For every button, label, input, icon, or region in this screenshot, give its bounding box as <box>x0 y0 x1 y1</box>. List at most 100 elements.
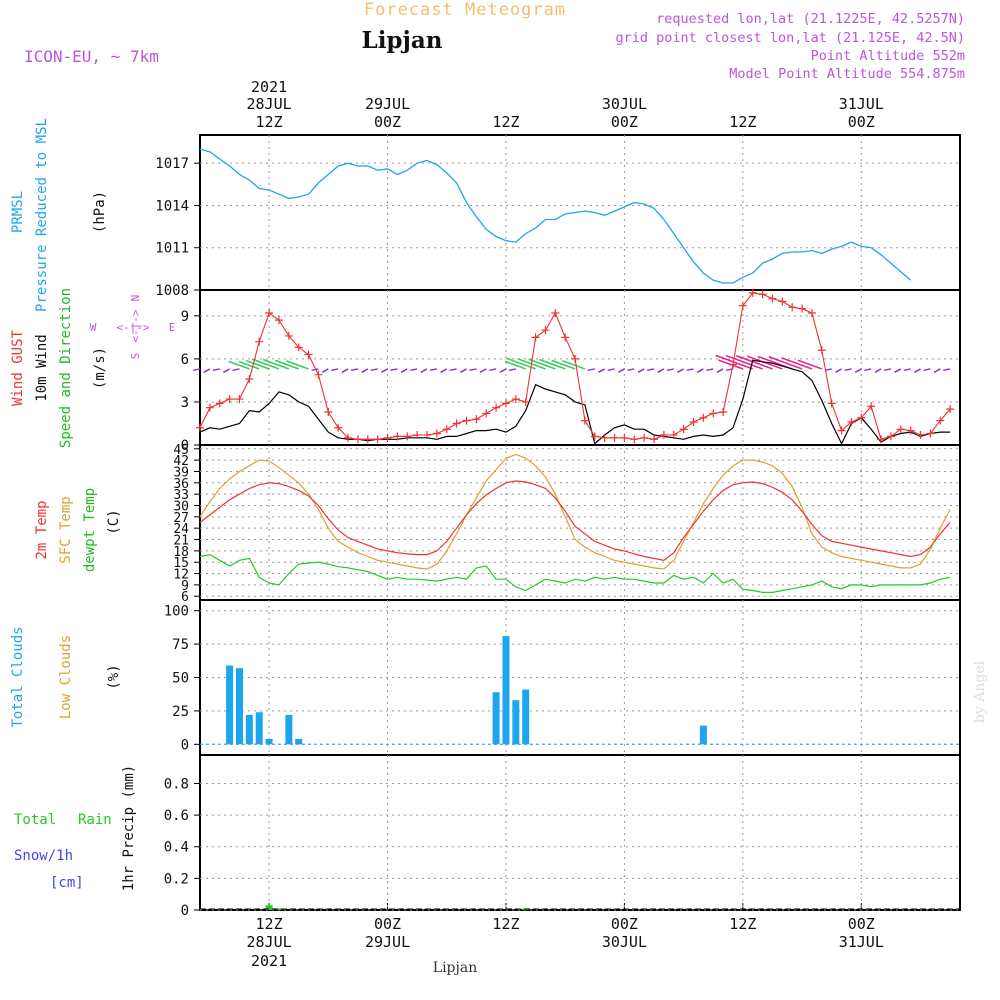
wind-units: (m/s) <box>92 347 108 389</box>
gust-marker <box>521 397 530 406</box>
bottom-tick-hour: 12Z <box>256 915 283 933</box>
wind-series <box>196 288 955 445</box>
wind-direction-arrow <box>933 368 941 373</box>
bottom-tick-date: 31JUL <box>839 933 884 951</box>
gust-marker <box>610 433 619 442</box>
wind-direction-arrow <box>429 368 438 372</box>
gust-marker <box>245 374 254 383</box>
bottom-tick-date: 28JUL <box>247 933 292 951</box>
wind-direction-arrow <box>390 368 398 372</box>
wind-direction-arrow <box>706 368 714 372</box>
wind-direction-arrow <box>539 358 566 370</box>
temp-dewpt-label: dewpt Temp <box>82 488 98 572</box>
dewpt-temp-line <box>199 553 951 594</box>
wind-direction-arrow <box>228 360 250 370</box>
gust-marker <box>393 432 402 441</box>
wind-direction-arrow <box>627 368 635 372</box>
gust-marker <box>728 360 737 369</box>
wind-direction-arrow <box>736 355 773 370</box>
pressure-label-prmsl: PRMSL <box>10 191 26 233</box>
wind-direction-arrow <box>835 368 842 373</box>
gust-marker <box>511 395 520 404</box>
wind-direction-arrow <box>361 368 369 373</box>
wind-direction-arrow <box>874 368 882 373</box>
y-tick-label: 24 <box>173 522 189 537</box>
y-tick-label: 9 <box>181 579 189 594</box>
wind-direction-arrow <box>715 354 753 370</box>
temp-2m-label: 2m Temp <box>34 500 50 559</box>
wind-direction-arrow <box>331 368 339 372</box>
wind-direction-arrow <box>262 358 290 370</box>
precip-units: 1hr Precip (mm) <box>121 765 137 891</box>
gust-marker <box>501 399 510 408</box>
gust-marker <box>314 370 323 379</box>
gust-marker <box>304 350 313 359</box>
gust-marker <box>423 430 432 439</box>
precip-y-ticks: 0 0.2 0.4 0.6 0.8 <box>164 776 200 919</box>
gust-marker <box>344 433 353 442</box>
clouds-grid <box>200 600 960 755</box>
wind-direction-arrow <box>321 368 329 373</box>
gust-marker <box>807 308 816 317</box>
gust-marker <box>620 433 629 442</box>
compass-east: E <box>169 321 176 334</box>
compass-rose: W E <-|-> <-|-> N S <box>90 295 176 360</box>
wind-direction-arrow <box>894 368 902 373</box>
gust-marker <box>699 413 708 422</box>
y-tick-label: 33 <box>173 488 189 503</box>
temperature-frame <box>199 444 961 601</box>
wind-direction-arrow <box>274 359 299 370</box>
gust-marker <box>334 423 343 432</box>
wind-direction-arrow <box>617 368 625 373</box>
wind-direction-arrow <box>238 360 260 370</box>
clouds-total-label: Total Clouds <box>10 626 26 727</box>
gust-marker <box>926 429 935 438</box>
wind-direction-arrow <box>489 368 497 372</box>
2m-temp-line <box>199 480 951 561</box>
total-cloud-bar <box>245 714 253 745</box>
wind-direction-arrow <box>677 368 684 373</box>
compass-we-arrow: <-|-> <box>116 321 149 334</box>
gust-marker <box>650 435 659 444</box>
temperature-grid <box>200 445 960 600</box>
y-tick-label: 0 <box>181 438 189 454</box>
gust-marker <box>817 346 826 355</box>
precip-grid <box>200 755 960 911</box>
gust-marker <box>827 399 836 408</box>
gust-marker <box>274 316 283 325</box>
wind-direction-arrow <box>251 358 280 370</box>
compass-south: S <box>129 353 142 360</box>
gust-marker <box>324 407 333 416</box>
compass-west: W <box>90 321 97 334</box>
total-cloud-bar <box>265 738 273 745</box>
total-cloud-bar <box>522 689 530 745</box>
top-tick-hour: 00Z <box>611 113 638 131</box>
y-tick-label: 6 <box>181 590 189 605</box>
precip-snow-label: Snow/1h <box>14 848 73 864</box>
wind-direction-arrow <box>400 368 408 373</box>
gridpoint-coords: grid point closest lon,lat (21.125E, 42.… <box>616 30 966 46</box>
gust-marker <box>413 430 422 439</box>
temp-units: (C) <box>106 509 122 534</box>
wind-direction-arrow <box>854 368 862 373</box>
total-cloud-bar <box>512 700 520 745</box>
y-tick-label: 1017 <box>155 156 189 172</box>
bottom-tick-hour: 12Z <box>729 915 756 933</box>
gust-marker <box>531 333 540 342</box>
gust-marker <box>284 331 293 340</box>
model-altitude: Model Point Altitude 554.875m <box>729 66 965 82</box>
gust-marker <box>235 395 244 404</box>
gust-marker <box>906 426 915 435</box>
pressure-panel: 1008 1011 1014 1017 PRMSL Pressure Reduced … <box>10 118 961 312</box>
gust-marker <box>373 435 382 444</box>
total-cloud-bar <box>226 665 234 745</box>
wind-direction-arrow <box>341 368 349 373</box>
y-tick-label: 21 <box>173 534 189 549</box>
gust-marker <box>403 432 412 441</box>
wind-direction-arrow <box>768 356 803 370</box>
gust-marker <box>738 301 747 310</box>
precip-total-label: Total <box>14 812 56 828</box>
gust-marker <box>709 409 718 418</box>
wind-direction-arrow <box>410 368 418 372</box>
